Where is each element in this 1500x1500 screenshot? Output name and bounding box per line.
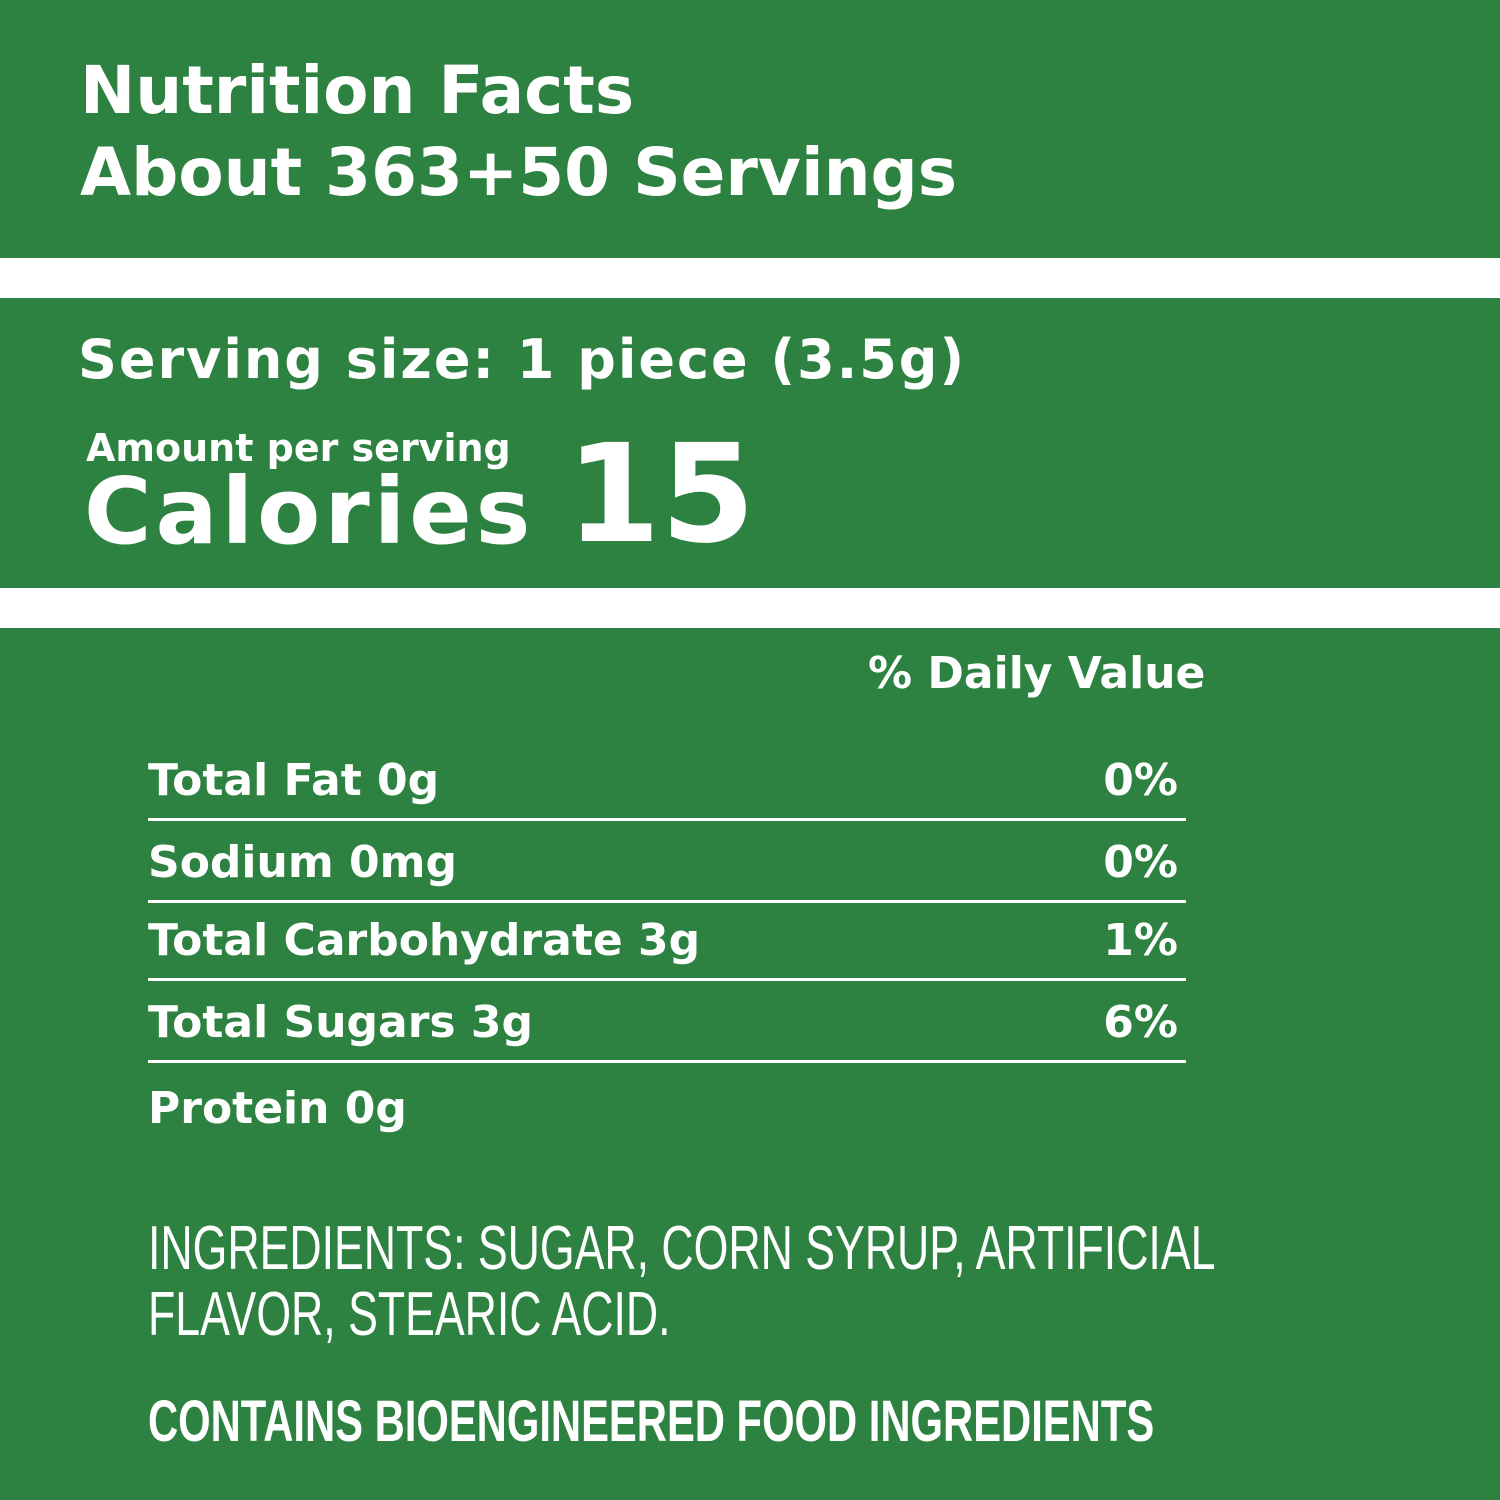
calories-value: 15 <box>566 416 756 574</box>
nutrient: Total Sugars 3g <box>148 997 534 1048</box>
nutrient-row: Total Sugars 3g 6% <box>148 997 1186 1063</box>
serving-band: Serving size: 1 piece (3.5g) Amount per … <box>0 298 1500 588</box>
servings: About 363+50 Servings <box>80 134 958 211</box>
nutrient: Protein 0g <box>148 1083 407 1134</box>
nutrient: Total Carbohydrate 3g <box>148 915 701 966</box>
nutrient: Total Fat 0g <box>148 755 440 806</box>
contains: CONTAINS BIOENGINEERED FOOD INGREDIENTS <box>148 1389 1155 1454</box>
title: Nutrition Facts <box>80 52 635 129</box>
daily-value: 6% <box>1103 997 1178 1048</box>
nutrient: Sodium 0mg <box>148 837 457 888</box>
header-band: Nutrition Facts About 363+50 Servings <box>0 0 1500 258</box>
daily-value: 1% <box>1103 915 1178 966</box>
nutrient-row: Sodium 0mg 0% <box>148 837 1186 903</box>
table-band: % Daily Value Total Fat 0g 0% Sodium 0mg 0%… <box>0 628 1500 1500</box>
daily-value: 0% <box>1103 755 1178 806</box>
daily-value: 0% <box>1103 837 1178 888</box>
dv-header: % Daily Value <box>868 648 1206 699</box>
ingredients: INGREDIENTS: SUGAR, CORN SYRUP, ARTIFICI… <box>148 1214 1214 1349</box>
nutrient-row: Total Fat 0g 0% <box>148 755 1186 821</box>
amount-label: Amount per serving <box>86 426 511 470</box>
nutrient-row: Protein 0g <box>148 1083 1186 1146</box>
serving-size: Serving size: 1 piece (3.5g) <box>78 328 967 391</box>
calories-label: Calories <box>84 458 535 565</box>
nutrient-row: Total Carbohydrate 3g 1% <box>148 915 1186 981</box>
